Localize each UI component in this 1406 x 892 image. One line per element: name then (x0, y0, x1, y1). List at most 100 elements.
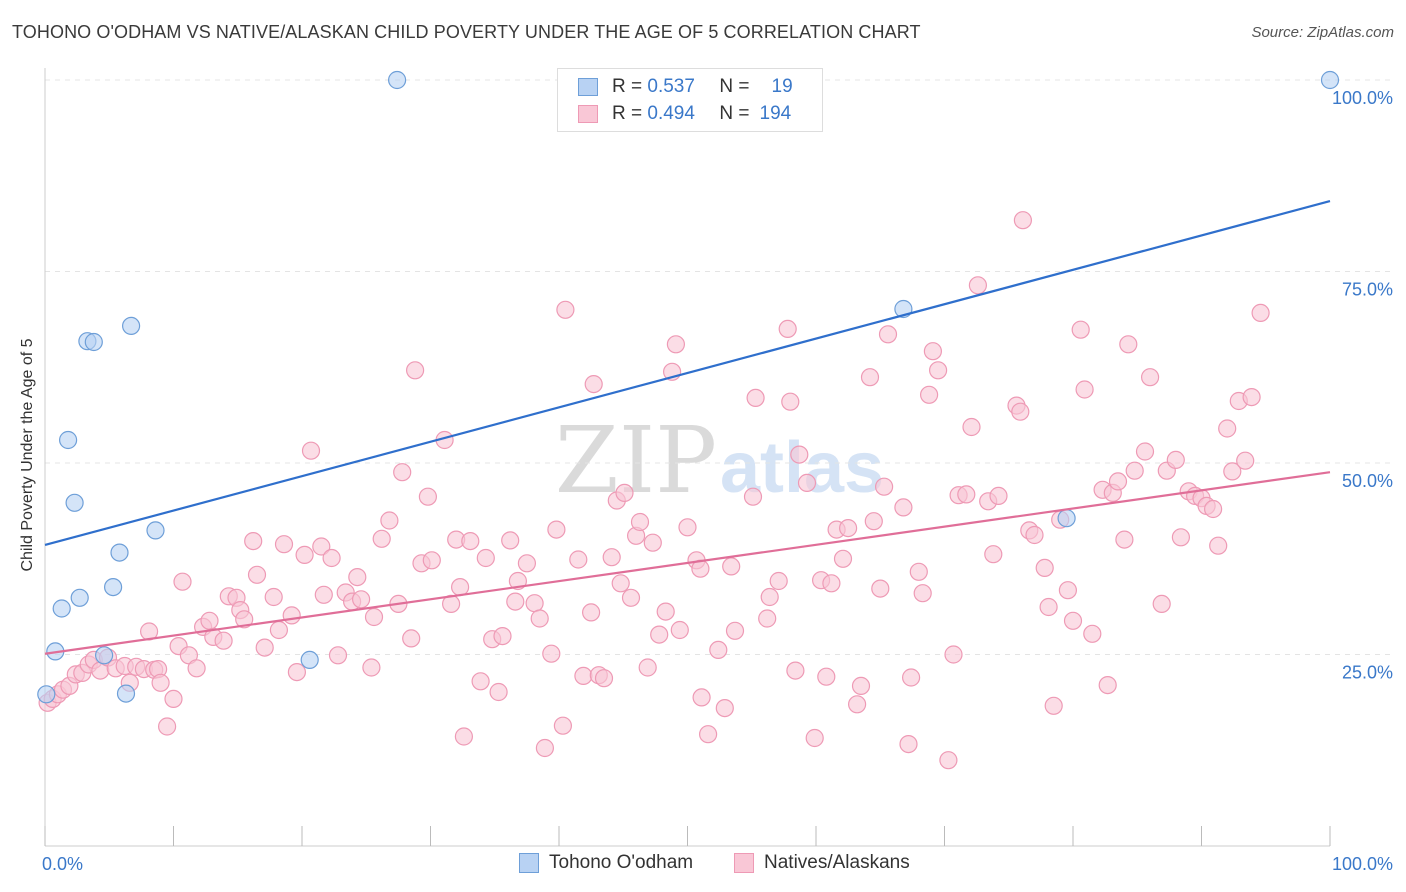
natives-alaskans-point (1115, 530, 1134, 549)
bottom-legend-label-tohono: Tohono O'odham (549, 852, 694, 873)
tohono-oodham-point (1057, 509, 1076, 528)
natives-alaskans-point (553, 716, 573, 735)
natives-alaskans-point (235, 610, 254, 629)
natives-alaskans-point (506, 592, 525, 611)
natives-alaskans-point (1039, 597, 1058, 617)
natives-alaskans-point (638, 658, 657, 677)
bottom-legend-swatch-natives (734, 853, 754, 873)
natives-alaskans-point (715, 698, 734, 718)
legend-n-value: 19 (771, 76, 793, 97)
tohono-oodham-point (116, 684, 136, 703)
natives-alaskans-point (542, 644, 561, 663)
natives-alaskans-point (489, 682, 508, 702)
natives-alaskans-point (899, 734, 918, 754)
natives-alaskans-point (1218, 419, 1237, 438)
natives-alaskans-point (282, 606, 301, 625)
natives-alaskans-point (393, 463, 412, 482)
natives-alaskans-point (1223, 462, 1242, 481)
natives-alaskans-point (621, 588, 641, 607)
y-tick-label: 75.0% (1342, 280, 1393, 300)
natives-alaskans-point (957, 485, 976, 504)
natives-alaskans-point (923, 342, 943, 361)
natives-alaskans-point (758, 609, 777, 628)
natives-alaskans-point (769, 571, 788, 591)
x-tick-label: 100.0% (1332, 854, 1393, 874)
natives-alaskans-point (322, 548, 341, 568)
natives-alaskans-point (670, 620, 689, 640)
y-tick-label: 50.0% (1342, 471, 1393, 491)
natives-alaskans-point (1025, 525, 1044, 545)
natives-alaskans-point (214, 631, 233, 650)
natives-alaskans-point (1108, 472, 1128, 491)
tohono-oodham-point (1320, 70, 1340, 90)
natives-alaskans-point (1098, 675, 1117, 695)
chart-title: TOHONO O'ODHAM VS NATIVE/ALASKAN CHILD P… (12, 22, 921, 42)
natives-alaskans-point (968, 276, 988, 295)
tohono-oodham-point (70, 588, 89, 607)
natives-alaskans-point (173, 572, 192, 591)
tohono-oodham-points (37, 70, 1340, 704)
natives-alaskans-point (362, 658, 381, 677)
legend-r-value: 0.494 (647, 103, 695, 124)
natives-alaskans-point (1058, 581, 1078, 600)
legend-r-label: R = (612, 76, 643, 97)
tohono-oodham-point (146, 521, 165, 540)
tohono-oodham-point (300, 650, 319, 670)
legend-swatch-natives (578, 105, 598, 123)
natives-alaskans-point (1071, 320, 1090, 339)
natives-alaskans-point (725, 621, 745, 640)
natives-alaskans-point (422, 551, 441, 570)
tick-labels: 25.0% 50.0% 75.0% 100.0% 0.0% 100.0% (42, 88, 1393, 874)
natives-alaskans-point (525, 594, 544, 613)
bottom-legend-label-natives: Natives/Alaskans (764, 852, 910, 873)
natives-alaskans-point (151, 673, 170, 692)
natives-alaskans-point (158, 717, 177, 736)
natives-alaskans-point (476, 548, 495, 568)
natives-alaskans-point (851, 676, 871, 696)
x-tick-label: 0.0% (42, 854, 83, 874)
natives-alaskans-point (864, 512, 883, 531)
natives-alaskans-point (1119, 335, 1138, 354)
natives-alaskans-point (264, 587, 283, 607)
natives-alaskans-point (471, 672, 490, 691)
axes (44, 68, 1331, 847)
natives-alaskans-point (451, 577, 470, 597)
natives-alaskans-point (247, 565, 267, 584)
trend-lines (44, 199, 1331, 655)
natives-alaskans-point (962, 417, 981, 437)
natives-alaskans-point (1166, 450, 1185, 469)
natives-alaskans-point (1251, 303, 1270, 322)
natives-alaskans-point (878, 325, 898, 344)
natives-alaskans-point (535, 738, 555, 758)
natives-alaskans-point (786, 661, 805, 680)
natives-alaskans-point (187, 659, 206, 678)
natives-alaskans-point (255, 638, 274, 657)
natives-alaskans-point (380, 511, 399, 530)
legend-n-label: N = (719, 76, 750, 97)
tohono-oodham-point (94, 646, 114, 665)
natives-alaskans-point (1171, 528, 1191, 547)
natives-alaskans-point (547, 520, 566, 539)
natives-alaskans-point (760, 587, 779, 607)
natives-alaskans-point (269, 620, 288, 640)
natives-alaskans-point (530, 609, 549, 628)
natives-alaskans-point (822, 574, 841, 593)
natives-alaskans-trend-line (44, 471, 1331, 655)
natives-alaskans-point (274, 535, 294, 554)
natives-alaskans-point (594, 669, 614, 688)
tohono-oodham-point (122, 316, 141, 335)
watermark-zip: ZIP (555, 407, 717, 514)
natives-alaskans-point (517, 554, 537, 573)
natives-alaskans-point (871, 579, 890, 598)
natives-alaskans-point (847, 695, 867, 714)
natives-alaskans-point (1203, 499, 1223, 519)
natives-alaskans-point (574, 666, 593, 686)
grid-lines (45, 79, 1392, 655)
natives-alaskans-point (1135, 442, 1155, 461)
natives-alaskans-point (406, 361, 425, 380)
natives-alaskans-point (454, 727, 473, 746)
natives-alaskans-point (944, 645, 963, 664)
natives-alaskans-point (874, 477, 894, 496)
y-tick-label: 25.0% (1342, 663, 1393, 683)
tohono-oodham-point (103, 577, 123, 597)
